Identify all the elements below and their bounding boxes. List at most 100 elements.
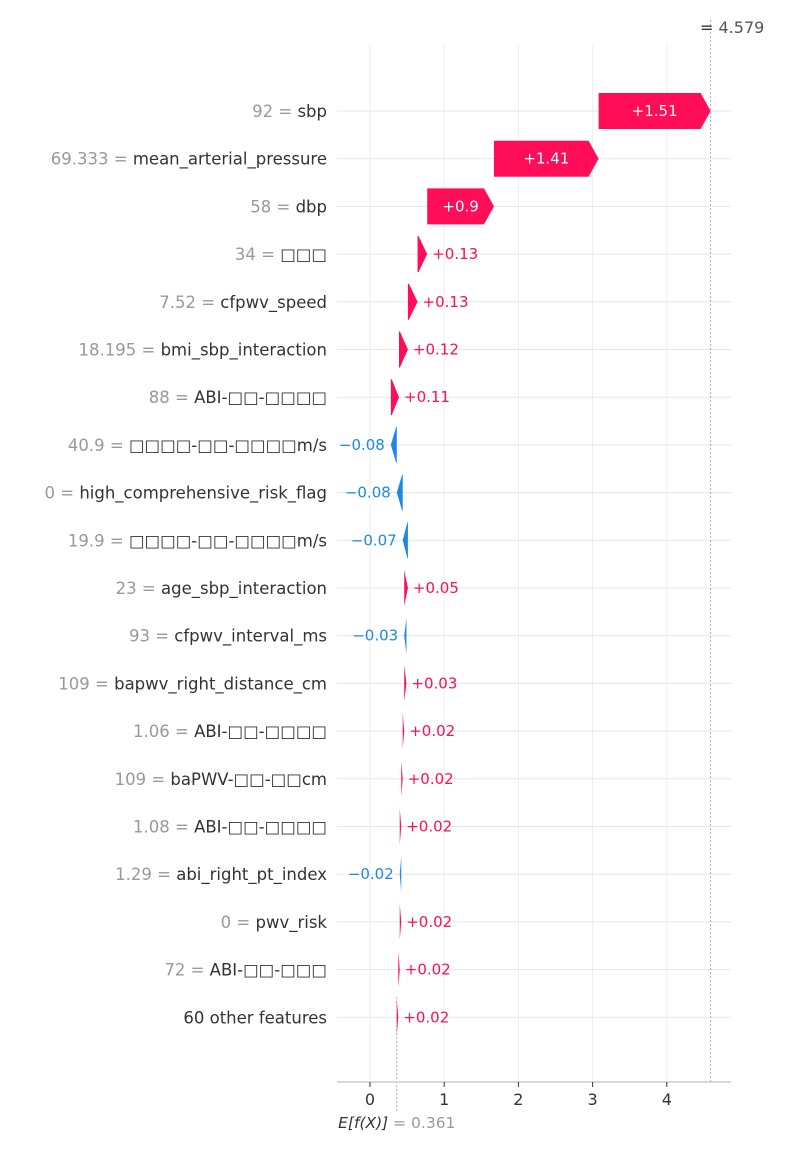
feature-value: 72 =: [164, 961, 209, 980]
feature-value: 23 =: [116, 579, 161, 598]
feature-label: 23 = age_sbp_interaction: [116, 579, 327, 599]
contribution-label: +0.12: [413, 341, 459, 359]
feature-name: mean_arterial_pressure: [133, 150, 327, 170]
positive-contribution-bar: [407, 283, 418, 320]
base-value-label: E[f(X)] = 0.361: [338, 1114, 455, 1132]
feature-label: 92 = sbp: [252, 102, 327, 121]
positive-contribution-bar: [404, 570, 408, 606]
positive-contribution-bar: [598, 93, 711, 129]
feature-value: 7.52 =: [159, 293, 220, 312]
feature-value: 93 =: [129, 627, 174, 646]
final-value-label: = 4.579: [700, 18, 764, 37]
feature-value: 1.06 =: [133, 722, 194, 741]
feature-name: ABI-□□-□□□□: [194, 388, 327, 407]
feature-name: cfpwv_speed: [220, 293, 327, 313]
negative-contribution-bar: [390, 426, 397, 463]
feature-label: 1.08 = ABI-□□-□□□□: [133, 818, 327, 837]
feature-name: □□□□-□□-□□□□m/s: [129, 436, 327, 455]
final-value-prefix: =: [700, 18, 719, 37]
feature-value: 1.08 =: [133, 818, 194, 837]
feature-name: pwv_risk: [255, 913, 327, 933]
positive-contribution-bar: [399, 331, 408, 368]
feature-label: 18.195 = bmi_sbp_interaction: [79, 341, 327, 361]
feature-label: 7.52 = cfpwv_speed: [159, 293, 327, 313]
feature-name: □□□□-□□-□□□□m/s: [129, 531, 327, 550]
negative-contribution-bar: [396, 474, 403, 511]
feature-label: 60 other features: [183, 1008, 327, 1027]
feature-value: 69.333 =: [51, 150, 133, 169]
negative-contribution-bar: [404, 617, 407, 654]
contribution-label: −0.07: [351, 531, 397, 549]
contribution-label: +0.11: [404, 388, 450, 406]
base-value-number: = 0.361: [393, 1114, 455, 1132]
contribution-label: +0.02: [406, 913, 452, 931]
feature-label: 93 = cfpwv_interval_ms: [129, 627, 327, 647]
feature-name: cfpwv_interval_ms: [174, 627, 327, 647]
feature-name: ABI-□□-□□□: [210, 961, 327, 980]
positive-contribution-bar: [399, 903, 402, 940]
feature-name: baPWV-□□-□□cm: [170, 770, 327, 789]
feature-value: 40.9 =: [68, 436, 129, 455]
feature-value: 88 =: [149, 388, 194, 407]
contribution-label: +0.03: [411, 674, 457, 692]
positive-contribution-bar: [404, 665, 407, 702]
contribution-label: +0.13: [432, 245, 478, 263]
positive-contribution-bar: [402, 713, 405, 750]
contribution-label: −0.08: [345, 484, 391, 502]
feature-label: 1.29 = abi_right_pt_index: [115, 865, 327, 885]
feature-value: 109 =: [58, 674, 114, 693]
feature-value: 0 =: [45, 484, 80, 503]
feature-value: 34 =: [235, 245, 280, 264]
positive-contribution-bar: [390, 379, 400, 416]
negative-contribution-bar: [399, 856, 402, 893]
positive-contribution-bar: [417, 236, 428, 273]
contribution-label: +0.13: [423, 293, 469, 311]
feature-label: 88 = ABI-□□-□□□□: [149, 388, 327, 407]
feature-name: abi_right_pt_index: [176, 865, 327, 885]
contribution-label: +1.51: [632, 102, 678, 120]
positive-contribution-bar: [493, 140, 599, 177]
contribution-label: +0.02: [408, 770, 454, 788]
contribution-label: +1.41: [523, 150, 569, 168]
feature-label: 72 = ABI-□□-□□□: [164, 961, 327, 980]
contribution-label: −0.03: [352, 627, 398, 645]
feature-name: ABI-□□-□□□□: [194, 722, 327, 741]
x-tick-label: 2: [513, 1090, 523, 1109]
feature-name: sbp: [297, 102, 327, 121]
x-tick-label: 4: [662, 1090, 672, 1109]
feature-value: 92 =: [252, 102, 297, 121]
feature-label: 58 = dbp: [250, 197, 327, 216]
contribution-label: −0.08: [339, 436, 385, 454]
contribution-label: −0.02: [348, 865, 394, 883]
feature-name: high_comprehensive_risk_flag: [79, 484, 327, 504]
positive-contribution-bar: [396, 999, 399, 1036]
feature-value: 19.9 =: [68, 531, 129, 550]
contribution-label: +0.02: [405, 961, 451, 979]
contribution-label: +0.02: [403, 1008, 449, 1026]
feature-value: 0 =: [221, 913, 256, 932]
feature-label: 19.9 = □□□□-□□-□□□□m/s: [68, 531, 327, 550]
feature-label: 34 = □□□: [235, 245, 327, 264]
negative-contribution-bar: [402, 522, 408, 559]
feature-label: 69.333 = mean_arterial_pressure: [51, 150, 327, 170]
x-tick-label: 0: [365, 1090, 375, 1109]
base-value-name: E[f(X)]: [338, 1114, 393, 1132]
x-tick-label: 1: [439, 1090, 449, 1109]
contribution-label: +0.05: [413, 579, 459, 597]
feature-name: □□□: [280, 245, 327, 264]
positive-contribution-bar: [399, 808, 402, 845]
positive-contribution-bar: [427, 188, 494, 225]
feature-name: age_sbp_interaction: [161, 579, 327, 599]
positive-contribution-bar: [398, 951, 400, 988]
feature-name: ABI-□□-□□□□: [194, 818, 327, 837]
x-tick-label: 3: [588, 1090, 598, 1109]
feature-label: 109 = baPWV-□□-□□cm: [115, 770, 327, 789]
contribution-label: +0.02: [406, 818, 452, 836]
feature-name: dbp: [296, 197, 327, 216]
feature-value: 18.195 =: [79, 341, 161, 360]
feature-value: 109 =: [115, 770, 171, 789]
feature-name: bmi_sbp_interaction: [161, 341, 327, 361]
contribution-label: +0.9: [442, 197, 478, 215]
feature-value: 58 =: [250, 197, 295, 216]
